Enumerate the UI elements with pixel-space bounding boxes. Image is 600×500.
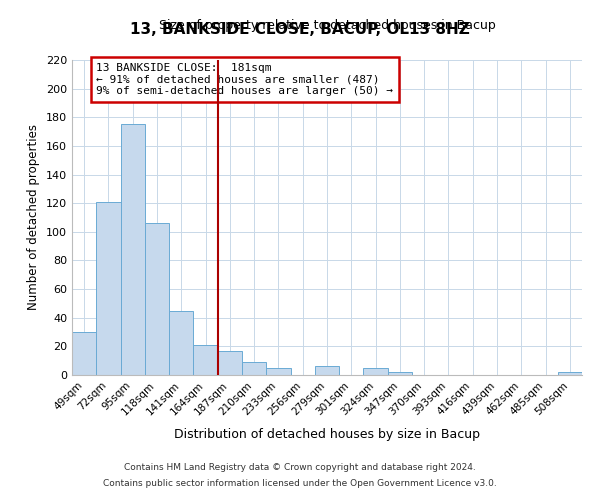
Bar: [558, 372, 582, 375]
Bar: [388, 372, 412, 375]
Bar: [145, 223, 169, 375]
Bar: [72, 332, 96, 375]
Bar: [364, 368, 388, 375]
Bar: [315, 366, 339, 375]
Bar: [96, 202, 121, 375]
Bar: [193, 345, 218, 375]
Bar: [218, 350, 242, 375]
Title: Size of property relative to detached houses in Bacup: Size of property relative to detached ho…: [158, 20, 496, 32]
Text: 13 BANKSIDE CLOSE:  181sqm
← 91% of detached houses are smaller (487)
9% of semi: 13 BANKSIDE CLOSE: 181sqm ← 91% of detac…: [96, 63, 393, 96]
Bar: [242, 362, 266, 375]
X-axis label: Distribution of detached houses by size in Bacup: Distribution of detached houses by size …: [174, 428, 480, 441]
Bar: [266, 368, 290, 375]
Text: Contains HM Land Registry data © Crown copyright and database right 2024.: Contains HM Land Registry data © Crown c…: [124, 464, 476, 472]
Bar: [121, 124, 145, 375]
Text: Contains public sector information licensed under the Open Government Licence v3: Contains public sector information licen…: [103, 478, 497, 488]
Text: 13, BANKSIDE CLOSE, BACUP, OL13 8HZ: 13, BANKSIDE CLOSE, BACUP, OL13 8HZ: [130, 22, 470, 38]
Bar: [169, 310, 193, 375]
Y-axis label: Number of detached properties: Number of detached properties: [28, 124, 40, 310]
